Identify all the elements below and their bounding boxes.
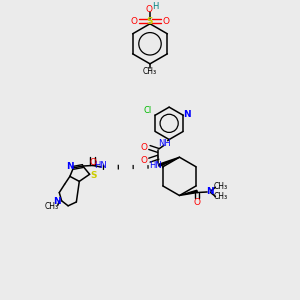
Text: NH: NH xyxy=(158,140,171,148)
Text: S: S xyxy=(147,16,153,26)
Text: HN: HN xyxy=(149,161,162,170)
Text: H: H xyxy=(152,2,158,11)
Polygon shape xyxy=(179,190,197,196)
Text: N: N xyxy=(206,187,214,196)
Text: N: N xyxy=(66,162,74,171)
Text: Cl: Cl xyxy=(144,106,152,115)
Text: CH₃: CH₃ xyxy=(143,67,157,76)
Text: O: O xyxy=(140,143,147,152)
Text: O: O xyxy=(194,198,201,207)
Text: O: O xyxy=(145,5,152,14)
Polygon shape xyxy=(158,157,179,167)
Text: N: N xyxy=(53,196,61,206)
Text: O: O xyxy=(89,158,96,167)
Text: CH₃: CH₃ xyxy=(44,202,58,211)
Text: O: O xyxy=(140,156,147,165)
Text: CH₃: CH₃ xyxy=(213,192,227,201)
Text: HN: HN xyxy=(94,161,107,170)
Text: S: S xyxy=(90,171,97,180)
Text: O: O xyxy=(163,16,170,26)
Text: O: O xyxy=(130,16,137,26)
Text: N: N xyxy=(184,110,191,119)
Text: CH₃: CH₃ xyxy=(213,182,227,191)
